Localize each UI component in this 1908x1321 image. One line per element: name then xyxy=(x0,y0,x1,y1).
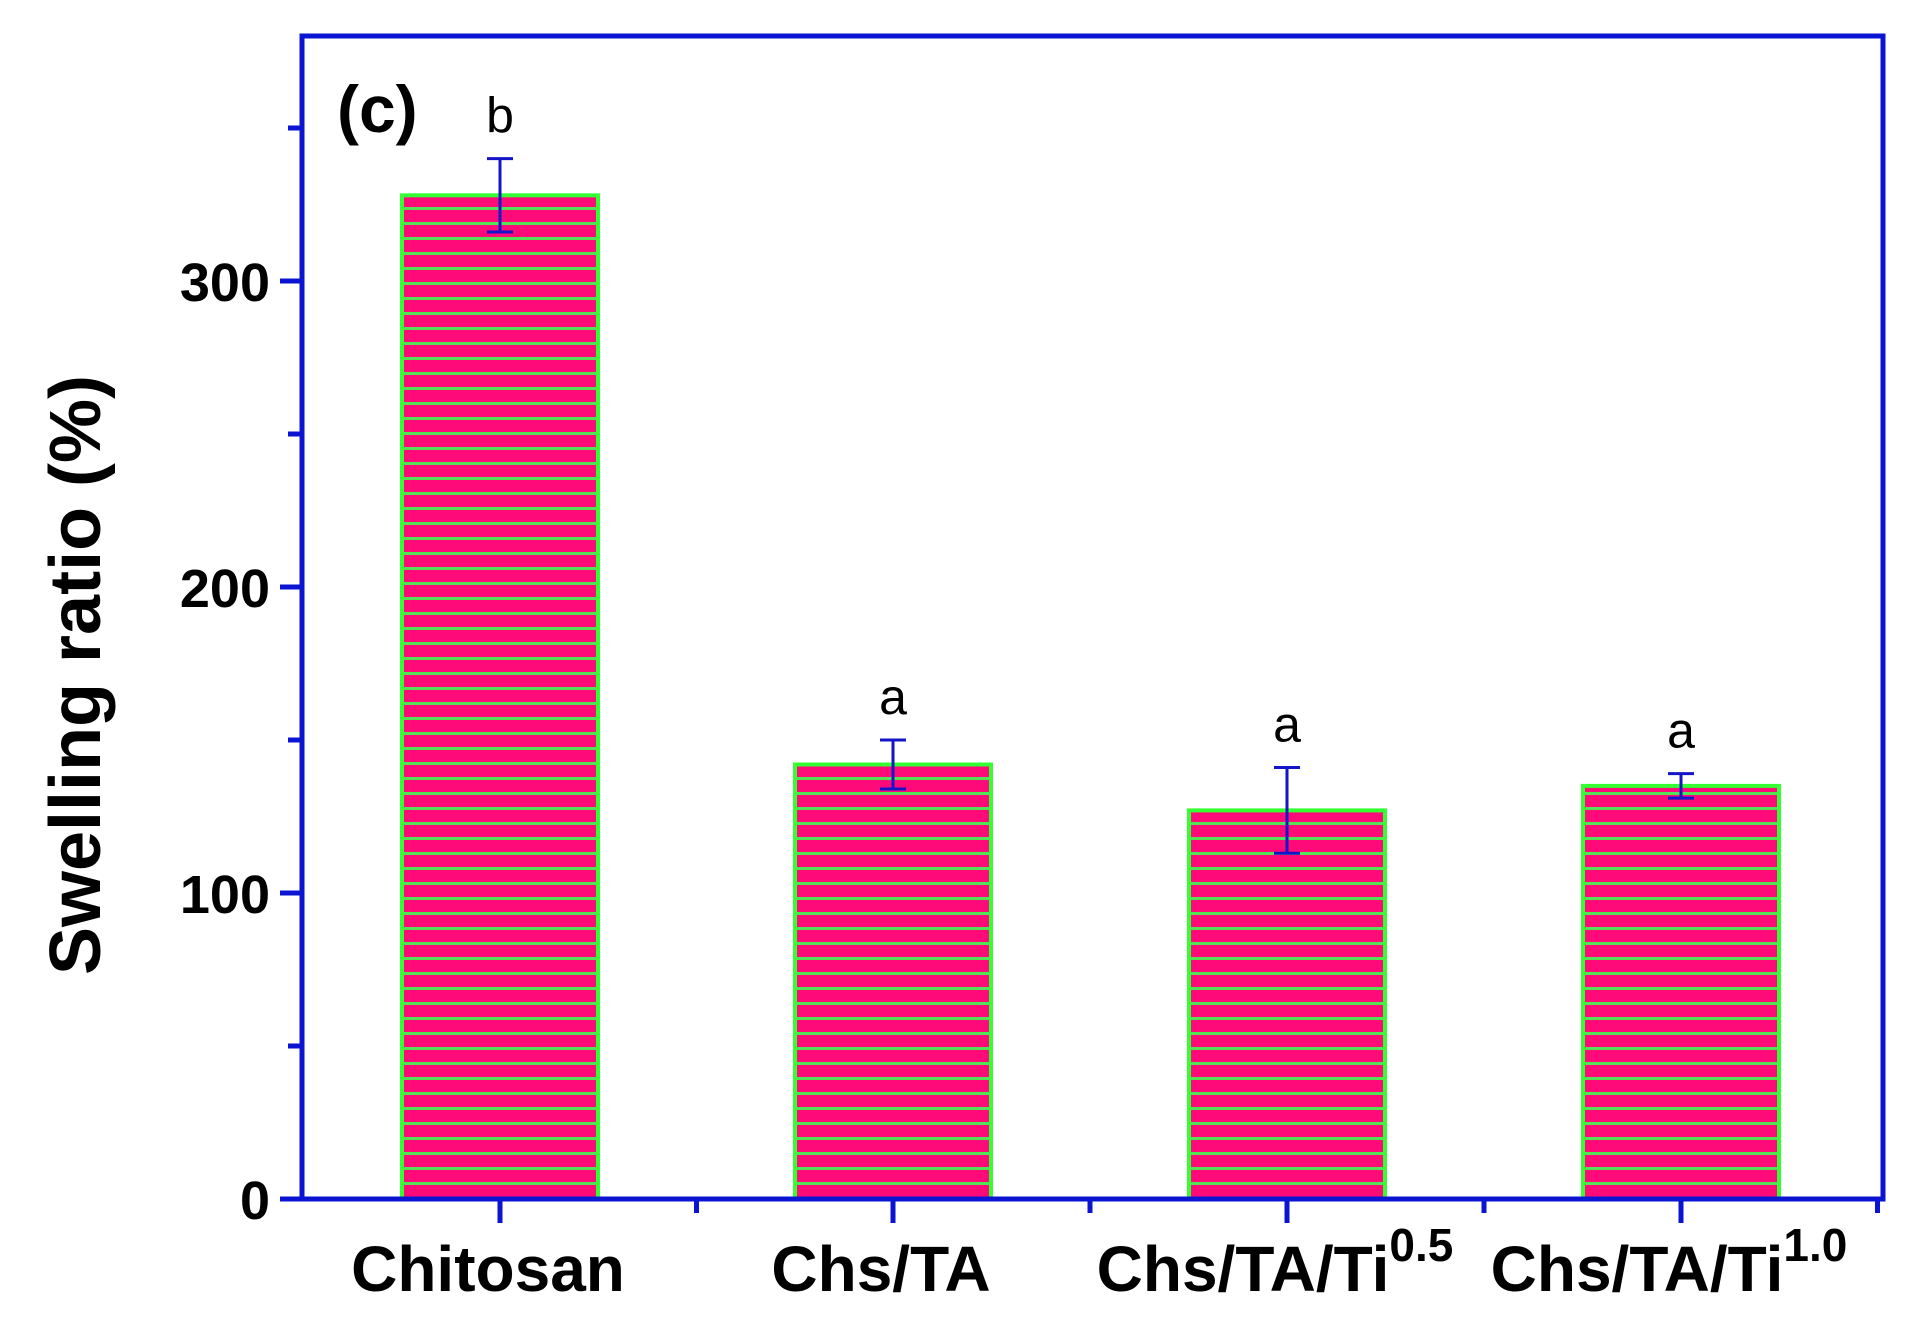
panel-label: (c) xyxy=(337,72,418,146)
error-bar-1 xyxy=(880,738,906,791)
y-axis-title: Swelling ratio (%) xyxy=(36,375,116,975)
bar-2 xyxy=(1187,808,1387,1201)
error-bar-3 xyxy=(1668,772,1694,800)
x-tick-label-2: Chs/TA/Ti0.5 xyxy=(1097,1219,1454,1305)
significance-label-2: a xyxy=(1273,697,1301,753)
significance-labels: b a a a xyxy=(486,88,1695,759)
x-tick-label-0: Chitosan xyxy=(351,1233,625,1305)
y-tick-label: 200 xyxy=(180,559,270,619)
significance-label-0: b xyxy=(486,88,514,144)
significance-label-3: a xyxy=(1667,703,1695,759)
x-tick-label-base: Chs/TA xyxy=(771,1233,990,1305)
error-bar-2 xyxy=(1274,766,1300,855)
error-bars-layer xyxy=(487,157,1694,855)
y-tick-label: 0 xyxy=(240,1171,270,1231)
y-axis-ticks xyxy=(280,125,302,1202)
x-tick-label-base: Chitosan xyxy=(351,1233,625,1305)
x-tick-label-1: Chs/TA xyxy=(771,1233,990,1305)
bars-layer xyxy=(400,193,1781,1202)
error-bar-0 xyxy=(487,157,513,234)
x-tick-labels: Chitosan Chs/TA Chs/TA/Ti0.5 Chs/TA/Ti1.0 xyxy=(351,1219,1847,1305)
y-tick-labels: 0 100 200 300 xyxy=(180,253,270,1231)
bar-0 xyxy=(400,193,600,1201)
y-tick-label: 100 xyxy=(180,865,270,925)
x-tick-label-base: Chs/TA/Ti xyxy=(1491,1233,1784,1305)
significance-label-1: a xyxy=(879,669,907,725)
x-tick-label-base: Chs/TA/Ti xyxy=(1097,1233,1390,1305)
x-axis-ticks xyxy=(497,1199,1880,1223)
x-tick-label-superscript: 1.0 xyxy=(1783,1219,1847,1271)
x-tick-label-superscript: 0.5 xyxy=(1389,1219,1453,1271)
bar-1 xyxy=(793,762,993,1201)
x-tick-label-3: Chs/TA/Ti1.0 xyxy=(1491,1219,1848,1305)
y-tick-label: 300 xyxy=(180,253,270,313)
bar-3 xyxy=(1581,783,1781,1202)
